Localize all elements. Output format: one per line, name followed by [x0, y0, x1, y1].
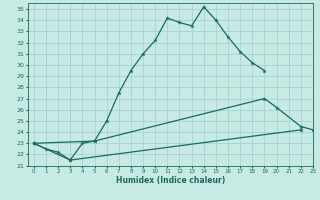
X-axis label: Humidex (Indice chaleur): Humidex (Indice chaleur) — [116, 176, 225, 185]
